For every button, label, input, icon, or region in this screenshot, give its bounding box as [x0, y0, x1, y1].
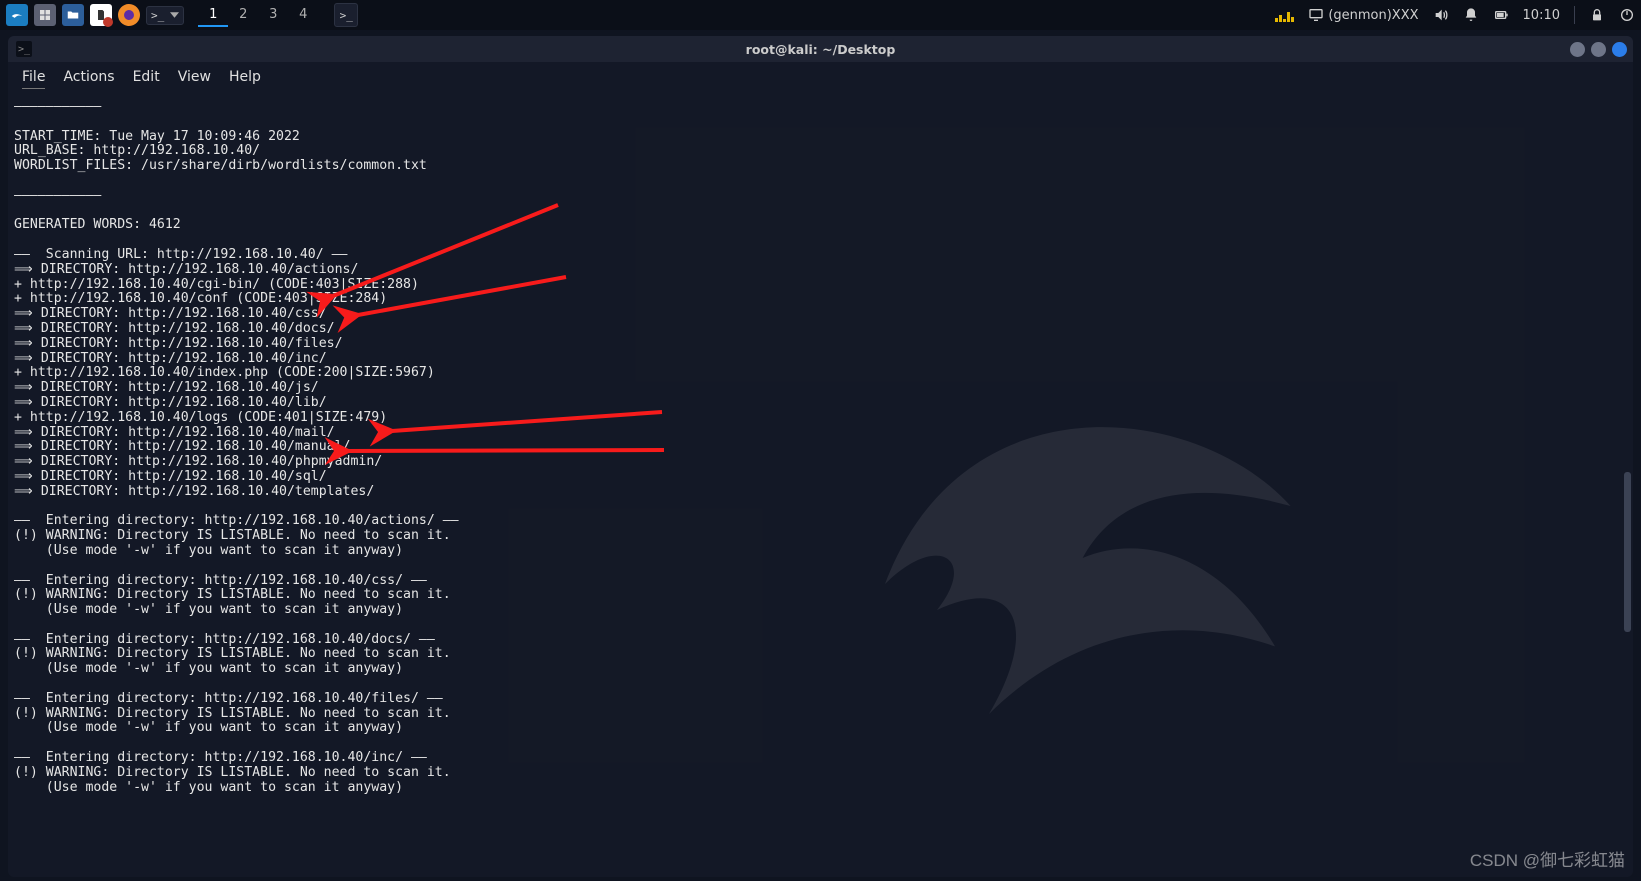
monitor-icon [1308, 7, 1324, 23]
separator [1574, 6, 1575, 24]
terminal-menubar: File Actions Edit View Help [8, 62, 1633, 92]
csdn-watermark: CSDN @御七彩虹猫 [1470, 846, 1625, 871]
workspace-1[interactable]: 1 [198, 3, 228, 27]
scrollbar-thumb[interactable] [1624, 472, 1631, 632]
power-icon[interactable] [1619, 7, 1635, 23]
chevron-down-icon [170, 12, 179, 18]
workspace-3[interactable]: 3 [258, 3, 288, 27]
battery-icon[interactable] [1493, 7, 1509, 23]
panel-left: >_ 1234 >_ [6, 3, 358, 27]
cpu-usage-bars [1275, 8, 1294, 22]
menu-edit[interactable]: Edit [133, 66, 160, 88]
genmon-widget[interactable]: (genmon)XXX [1308, 7, 1418, 23]
close-button[interactable] [1612, 42, 1627, 57]
terminal-body-wrap: ——————————— START_TIME: Tue May 17 10:09… [8, 92, 1633, 877]
menu-file[interactable]: File [22, 66, 45, 89]
menu-help[interactable]: Help [229, 66, 261, 88]
document-app-icon[interactable] [90, 4, 112, 26]
kali-menu-icon[interactable] [6, 4, 28, 26]
notifications-icon[interactable] [1463, 7, 1479, 23]
terminal-window: >_ root@kali: ~/Desktop File Actions Edit V… [8, 36, 1633, 877]
terminal-icon: >_ [151, 9, 164, 22]
clock[interactable]: 10:10 [1523, 8, 1560, 23]
panel-right: (genmon)XXX 10:10 [1275, 6, 1635, 24]
terminal-launcher[interactable]: >_ [146, 6, 184, 25]
terminal-titlebar[interactable]: >_ root@kali: ~/Desktop [8, 36, 1633, 62]
menu-view[interactable]: View [178, 66, 211, 88]
workspaces-icon[interactable] [34, 4, 56, 26]
lock-icon[interactable] [1589, 7, 1605, 23]
minimize-button[interactable] [1570, 42, 1585, 57]
workspace-2[interactable]: 2 [228, 3, 258, 27]
genmon-label: (genmon)XXX [1328, 8, 1418, 23]
workspace-4[interactable]: 4 [288, 3, 318, 27]
volume-icon[interactable] [1433, 7, 1449, 23]
terminal-output[interactable]: ——————————— START_TIME: Tue May 17 10:09… [8, 92, 1633, 803]
firefox-icon[interactable] [118, 4, 140, 26]
terminal-title: root@kali: ~/Desktop [8, 42, 1633, 57]
maximize-button[interactable] [1591, 42, 1606, 57]
files-app-icon[interactable] [62, 4, 84, 26]
taskbar-terminal[interactable]: >_ [334, 3, 358, 27]
menu-actions[interactable]: Actions [63, 66, 114, 88]
os-top-panel: >_ 1234 >_ (genmon)XXX 10:10 [0, 0, 1641, 30]
window-controls [1570, 42, 1627, 57]
